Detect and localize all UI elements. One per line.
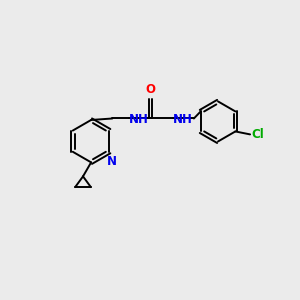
Text: Cl: Cl bbox=[252, 128, 264, 141]
Text: N: N bbox=[107, 155, 117, 168]
Text: NH: NH bbox=[173, 113, 193, 127]
Text: O: O bbox=[146, 83, 156, 96]
Text: NH: NH bbox=[129, 113, 149, 127]
